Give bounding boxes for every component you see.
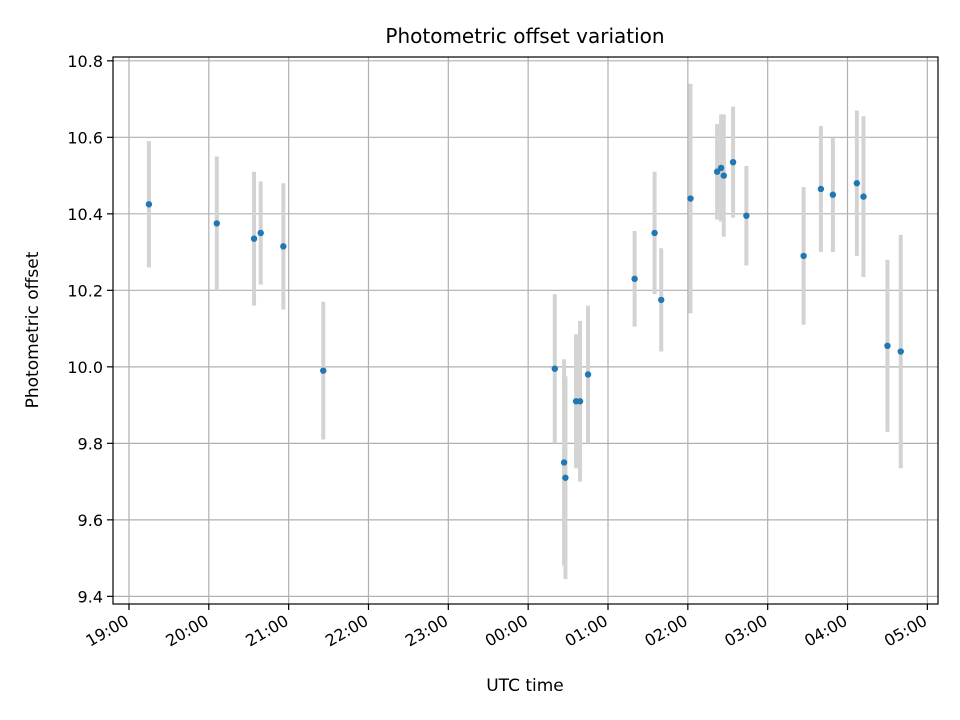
y-tick-label: 9.4 [78,587,103,606]
y-tick-label: 10.2 [67,281,103,300]
x-axis-label: UTC time [486,676,564,696]
data-point [651,229,658,237]
data-points [145,158,904,481]
y-axis-ticks: 9.4 9.6 9.8 10.0 10.2 10.4 10.6 10.8 [67,52,113,606]
data-point [551,365,558,372]
data-point [560,459,568,466]
data-point [897,348,904,355]
data-point [145,201,153,208]
data-point [658,296,665,304]
y-tick-label: 10.6 [67,128,103,147]
data-point [631,275,638,283]
data-point [860,193,867,200]
data-point [250,235,258,242]
y-tick-label: 10.4 [67,205,103,224]
y-tick-label: 9.8 [78,434,103,453]
data-point [562,474,569,481]
y-tick-label: 10.0 [67,358,103,377]
y-tick-label: 9.6 [78,511,103,530]
data-point [713,168,721,175]
data-point [257,229,264,237]
data-point [800,252,807,260]
data-point [817,185,825,193]
data-point [213,220,220,227]
data-point [280,243,287,250]
data-point [687,195,694,202]
grid [113,57,938,604]
data-point [884,342,891,350]
data-point [584,371,592,378]
chart-title: Photometric offset variation [385,24,664,48]
data-point [853,180,861,187]
data-point [576,398,584,405]
data-point [320,367,327,374]
data-point [729,158,737,166]
data-point [717,164,725,172]
y-tick-label: 10.8 [67,52,103,71]
data-point [720,172,727,179]
data-point [829,191,837,198]
y-axis-label: Photometric offset [23,251,43,408]
data-point [743,212,750,219]
plot-frame [112,56,939,605]
